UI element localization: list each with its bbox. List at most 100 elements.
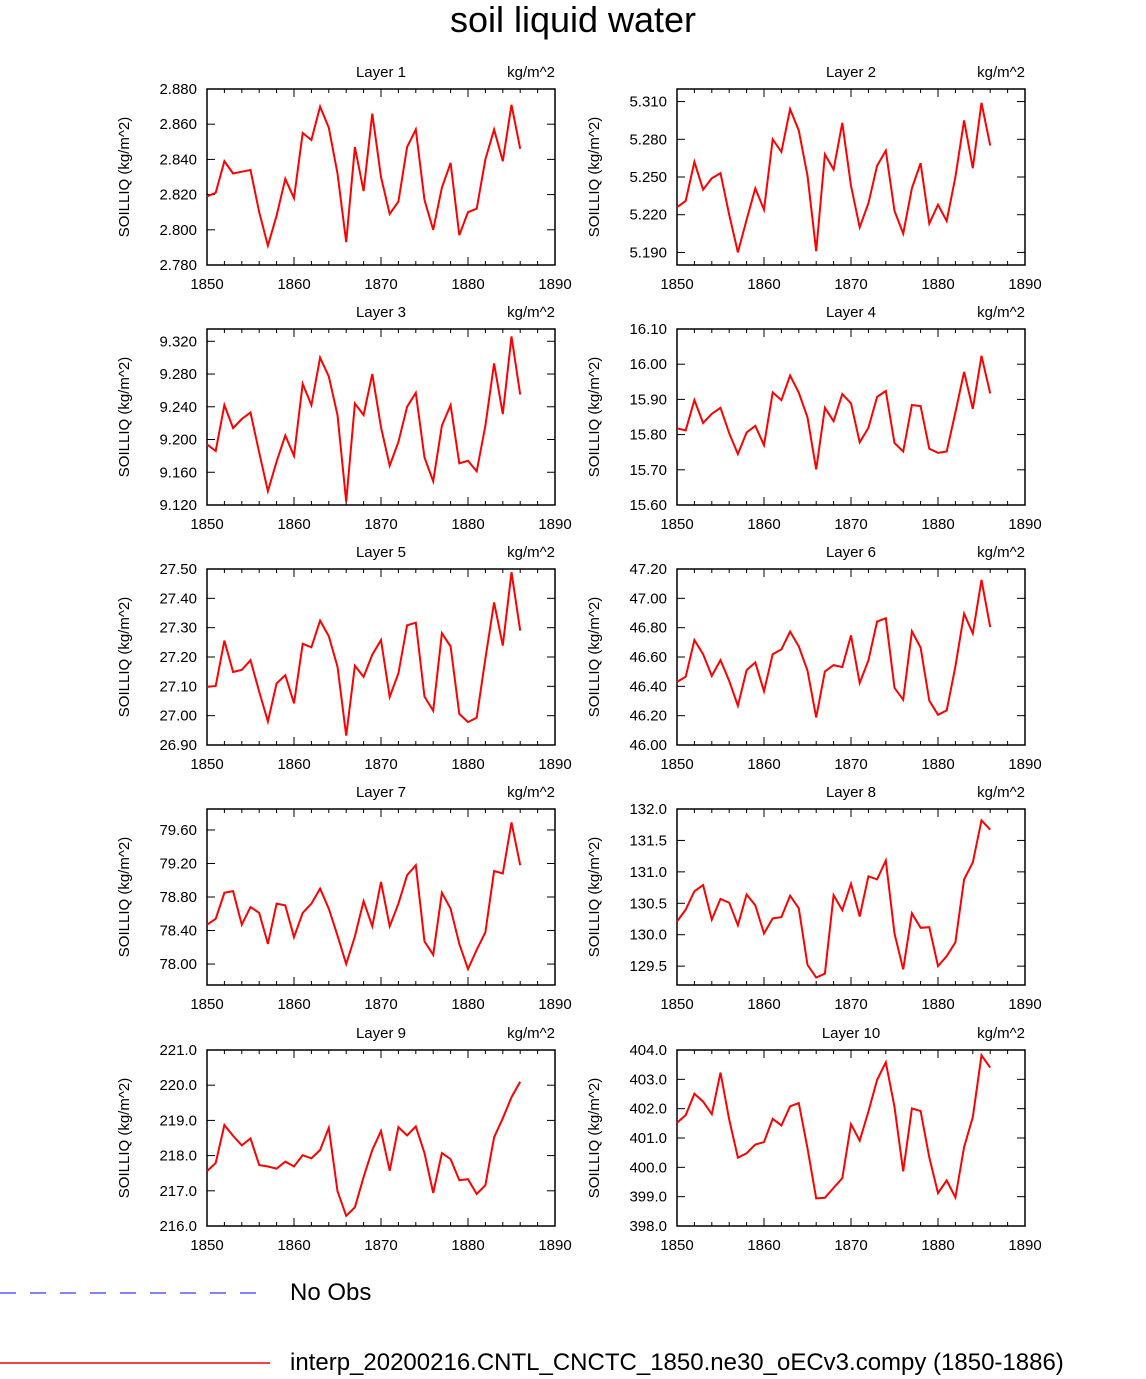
y-tick-label: 2.860 <box>159 116 197 133</box>
y-tick-label: 27.10 <box>159 678 197 695</box>
x-tick-label: 1860 <box>747 516 780 533</box>
panel-title: Layer 7 <box>356 784 406 801</box>
panel-units: kg/m^2 <box>977 304 1025 321</box>
panel-5: 1850 1860 1870 1880 1890 26.90 27.00 27.10 27.20… <box>116 544 572 773</box>
y-axis-label: SOILLIQ (kg/m^2) <box>586 597 603 717</box>
y-tick-label: 27.40 <box>159 590 197 607</box>
panel-title: Layer 10 <box>822 1025 880 1042</box>
y-tick-label: 404.0 <box>629 1042 667 1059</box>
x-tick-label: 1850 <box>660 756 693 773</box>
y-tick-label: 130.5 <box>629 895 667 912</box>
x-tick-label: 1880 <box>451 276 484 293</box>
figure-title: soil liquid water <box>449 0 697 40</box>
panel-6: 1850 1860 1870 1880 1890 46.00 46.20 46.40 46.60… <box>586 544 1042 773</box>
x-tick-label: 1850 <box>190 756 223 773</box>
x-tick-label: 1890 <box>538 996 571 1013</box>
y-axis-label: SOILLIQ (kg/m^2) <box>116 837 133 957</box>
panel-units: kg/m^2 <box>507 784 555 801</box>
y-axis-label: SOILLIQ (kg/m^2) <box>586 117 603 237</box>
x-tick-label: 1870 <box>364 1237 397 1254</box>
y-tick-label: 46.40 <box>629 678 667 695</box>
y-tick-label: 27.30 <box>159 620 197 637</box>
y-tick-label: 47.20 <box>629 561 667 578</box>
series-line <box>676 818 991 979</box>
y-tick-label: 9.320 <box>159 333 197 350</box>
panel-title: Layer 1 <box>356 64 406 81</box>
y-tick-label: 46.20 <box>629 708 667 725</box>
x-tick-label: 1870 <box>834 996 867 1013</box>
y-tick-label: 218.0 <box>159 1148 197 1165</box>
x-tick-label: 1850 <box>660 1237 693 1254</box>
y-tick-label: 9.280 <box>159 366 197 383</box>
x-tick-label: 1890 <box>1008 996 1041 1013</box>
y-tick-label: 5.310 <box>629 94 667 111</box>
x-tick-label: 1860 <box>747 1237 780 1254</box>
x-tick-label: 1860 <box>277 996 310 1013</box>
y-tick-label: 403.0 <box>629 1071 667 1088</box>
y-tick-label: 78.80 <box>159 889 197 906</box>
y-tick-label: 5.190 <box>629 244 667 261</box>
y-tick-label: 15.80 <box>629 427 667 444</box>
x-tick-label: 1870 <box>834 1237 867 1254</box>
y-tick-label: 16.00 <box>629 356 667 373</box>
y-tick-label: 27.20 <box>159 649 197 666</box>
x-tick-label: 1850 <box>190 996 223 1013</box>
y-tick-label: 79.20 <box>159 855 197 872</box>
panel-4: 1850 1860 1870 1880 1890 15.60 15.70 15.80 15.90… <box>586 304 1042 533</box>
y-axis-label: SOILLIQ (kg/m^2) <box>586 357 603 477</box>
y-tick-label: 129.5 <box>629 958 667 975</box>
x-tick-label: 1850 <box>190 276 223 293</box>
x-tick-label: 1860 <box>747 756 780 773</box>
x-tick-label: 1890 <box>538 756 571 773</box>
x-tick-label: 1880 <box>921 276 954 293</box>
y-axis-label: SOILLIQ (kg/m^2) <box>116 597 133 717</box>
plot-frame <box>676 88 1026 266</box>
x-tick-label: 1880 <box>921 1237 954 1254</box>
y-axis-label: SOILLIQ (kg/m^2) <box>586 1078 603 1198</box>
panel-title: Layer 8 <box>826 784 876 801</box>
y-tick-label: 15.90 <box>629 391 667 408</box>
panel-9: 1850 1860 1870 1880 1890 216.0 217.0 218.0 219.0… <box>116 1025 572 1254</box>
y-tick-label: 78.00 <box>159 956 197 973</box>
x-tick-label: 1890 <box>1008 756 1041 773</box>
y-tick-label: 78.40 <box>159 923 197 940</box>
panel-units: kg/m^2 <box>977 1025 1025 1042</box>
series-line <box>676 102 992 253</box>
plot-frame <box>206 808 556 986</box>
y-tick-label: 398.0 <box>629 1218 667 1235</box>
panel-title: Layer 5 <box>356 544 406 561</box>
x-tick-label: 1850 <box>190 516 223 533</box>
y-tick-label: 2.780 <box>159 257 197 274</box>
y-tick-label: 2.820 <box>159 187 197 204</box>
panel-units: kg/m^2 <box>507 64 555 81</box>
x-tick-label: 1860 <box>277 1237 310 1254</box>
panel-units: kg/m^2 <box>507 544 555 561</box>
series-line <box>206 103 522 250</box>
y-tick-label: 9.120 <box>159 497 197 514</box>
x-tick-label: 1860 <box>277 516 310 533</box>
y-tick-label: 15.70 <box>629 462 667 479</box>
plot-frame <box>206 568 556 746</box>
x-tick-label: 1870 <box>834 516 867 533</box>
y-tick-label: 5.220 <box>629 207 667 224</box>
y-axis-label: SOILLIQ (kg/m^2) <box>116 1078 133 1198</box>
panel-units: kg/m^2 <box>977 544 1025 561</box>
x-tick-label: 1850 <box>660 276 693 293</box>
panel-1: 1850 1860 1870 1880 1890 2.780 2.800 2.820 2.840… <box>116 64 572 293</box>
panel-units: kg/m^2 <box>977 784 1025 801</box>
series-line <box>206 572 522 736</box>
x-tick-label: 1870 <box>364 756 397 773</box>
series-line <box>676 355 992 470</box>
y-tick-label: 221.0 <box>159 1042 197 1059</box>
x-tick-label: 1890 <box>1008 516 1041 533</box>
y-tick-label: 26.90 <box>159 737 197 754</box>
x-tick-label: 1890 <box>1008 1237 1041 1254</box>
x-tick-label: 1880 <box>451 996 484 1013</box>
panel-10: 1850 1860 1870 1880 1890 398.0 399.0 400.0 401.0… <box>586 1025 1042 1254</box>
x-tick-label: 1870 <box>364 996 397 1013</box>
x-tick-label: 1850 <box>660 516 693 533</box>
y-axis-label: SOILLIQ (kg/m^2) <box>116 117 133 237</box>
x-tick-label: 1880 <box>921 516 954 533</box>
y-tick-label: 9.240 <box>159 399 197 416</box>
y-tick-label: 219.0 <box>159 1112 197 1129</box>
